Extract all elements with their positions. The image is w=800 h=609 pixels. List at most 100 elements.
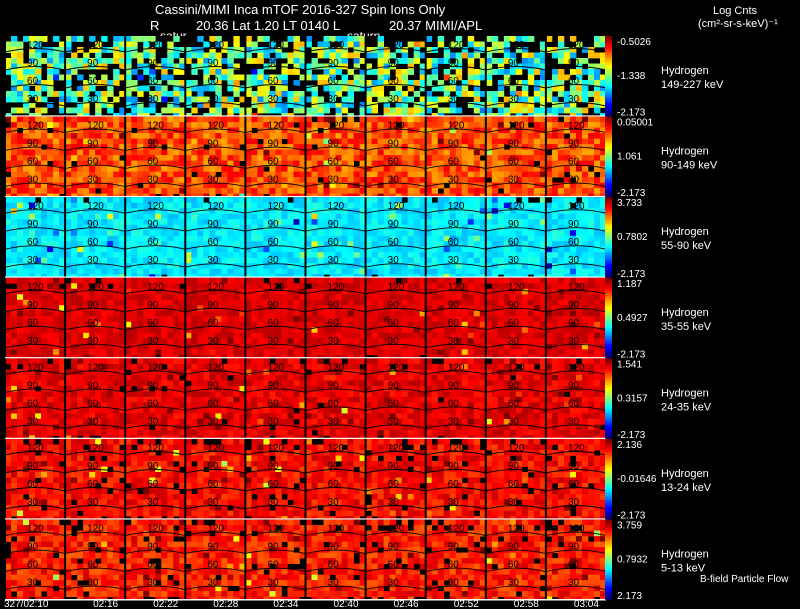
pixel: [137, 294, 144, 301]
pixel: [407, 155, 415, 161]
pixel: [233, 91, 240, 97]
pixel: [17, 41, 24, 48]
pixel: [167, 155, 174, 161]
pixel: [557, 246, 565, 253]
pixel: [155, 182, 162, 189]
pixel: [215, 102, 222, 108]
pixel: [29, 268, 36, 275]
pixel: [143, 182, 150, 189]
pixel: [593, 241, 601, 248]
pixel: [131, 294, 138, 301]
pixel: [365, 193, 373, 197]
pixel: [353, 219, 360, 226]
pixel: [143, 133, 150, 139]
pixel: [473, 160, 481, 167]
pixel: [137, 316, 144, 323]
pixel: [287, 177, 294, 183]
pixel: [599, 138, 607, 145]
colorbar-step: [605, 182, 612, 187]
pixel: [317, 188, 324, 194]
pixel: [35, 177, 42, 183]
pixel: [29, 171, 36, 178]
pixel: [89, 310, 96, 317]
pixel: [257, 268, 264, 275]
colorbar-step: [605, 164, 612, 168]
pixel: [95, 160, 102, 167]
pixel: [287, 96, 294, 103]
pixel: [341, 171, 348, 178]
pixel: [233, 52, 240, 59]
pixel: [113, 166, 120, 172]
pixel: [125, 188, 132, 194]
pixel: [113, 160, 120, 167]
pixel: [47, 208, 54, 215]
pixel: [143, 85, 150, 92]
pixel: [473, 41, 481, 48]
pixel: [539, 80, 547, 86]
pixel: [29, 246, 36, 253]
pitch-angle-contour: [545, 48, 607, 53]
pixel: [533, 193, 541, 197]
pixel: [227, 230, 234, 237]
pixel: [425, 193, 433, 197]
pixel: [425, 127, 433, 134]
pixel: [389, 113, 397, 116]
pixel: [299, 116, 306, 123]
pixel: [245, 144, 252, 150]
pixel: [371, 116, 379, 123]
pixel: [383, 166, 391, 172]
pixel: [221, 149, 228, 156]
pixel: [155, 310, 162, 317]
pitch-angle-contour: [545, 128, 607, 134]
pixel: [131, 252, 138, 259]
pixel: [23, 202, 30, 209]
pixel: [233, 74, 240, 81]
pixel: [575, 166, 583, 172]
pixel: [137, 144, 144, 150]
pixel: [425, 138, 433, 145]
pixel: [377, 193, 385, 197]
pixel: [497, 85, 505, 92]
pixel: [341, 107, 348, 114]
pixel: [527, 257, 535, 264]
pixel: [197, 85, 204, 92]
pixel: [191, 299, 198, 306]
pixel: [293, 155, 300, 161]
pixel: [509, 160, 517, 167]
pixel: [431, 85, 439, 92]
pixel: [53, 116, 60, 123]
pixel: [317, 102, 324, 108]
pixel: [167, 299, 174, 306]
pixel: [257, 182, 264, 189]
pixel: [533, 80, 541, 86]
pixel: [53, 91, 60, 97]
pixel: [485, 127, 493, 134]
pixel: [467, 116, 475, 123]
pitch-angle-label: 60: [508, 237, 520, 248]
pixel: [587, 80, 595, 86]
pixel: [347, 155, 354, 161]
pixel: [245, 160, 252, 167]
pixel: [227, 149, 234, 156]
pixel: [233, 219, 240, 226]
pixel: [311, 155, 318, 161]
pixel: [173, 155, 180, 161]
pixel: [299, 144, 306, 150]
pixel: [17, 349, 24, 356]
pixel: [401, 116, 409, 123]
pixel: [149, 182, 156, 189]
pixel: [533, 171, 541, 178]
colorbar-step: [605, 51, 612, 56]
pixel: [551, 52, 559, 59]
pixel: [551, 182, 559, 189]
pixel: [149, 69, 156, 75]
pixel: [23, 149, 30, 156]
pixel: [413, 138, 421, 145]
pixel: [41, 197, 48, 204]
pixel: [185, 113, 192, 116]
pixel: [191, 80, 198, 86]
pixel: [413, 166, 421, 172]
pixel: [473, 268, 481, 275]
pixel: [263, 96, 270, 103]
pitch-angle-label: 120: [87, 40, 104, 51]
